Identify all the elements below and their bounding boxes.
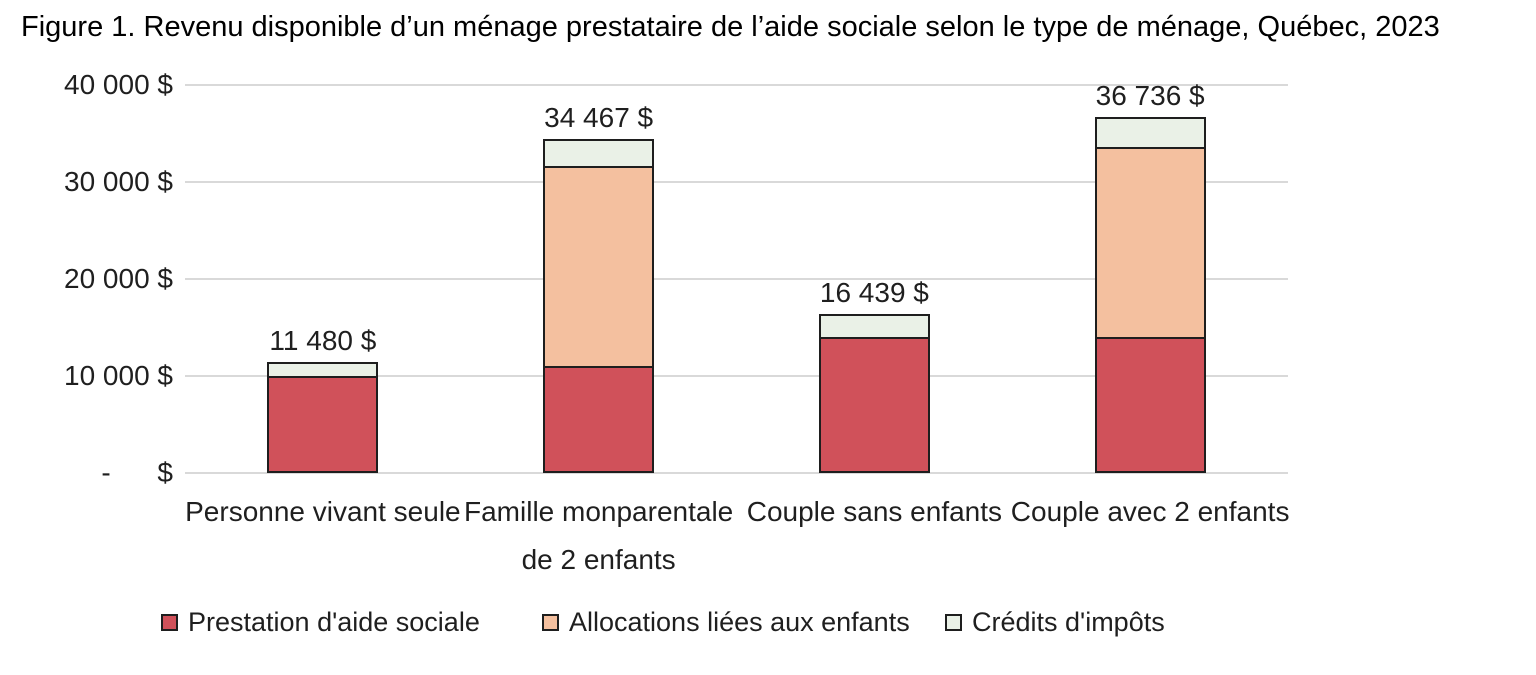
legend-swatch-icon xyxy=(945,613,962,631)
y-axis-tick-label: - $ xyxy=(101,457,173,488)
gridline xyxy=(185,472,1288,474)
chart-title: Figure 1. Revenu disponible d’un ménage … xyxy=(21,11,1440,43)
y-axis-tick-label: 30 000 $ xyxy=(64,166,173,197)
bar-segment xyxy=(543,165,655,368)
bar-total-label: 34 467 $ xyxy=(544,101,654,133)
x-axis-category-label: Personne vivant seule xyxy=(185,496,461,527)
legend-label: Crédits d'impôts xyxy=(972,606,1165,637)
x-axis-category-label: Famille monparentale de 2 enfants xyxy=(464,496,734,575)
y-axis-tick-label: 10 000 $ xyxy=(64,360,173,391)
bar-segment xyxy=(818,313,930,340)
legend-entry: Prestation d'aide sociale xyxy=(161,606,480,637)
bar-total-label: 36 736 $ xyxy=(1095,79,1205,111)
bar-segment xyxy=(267,361,379,378)
bar-segment xyxy=(1094,116,1206,149)
legend-swatch-icon xyxy=(161,613,178,631)
x-axis-category-label: Couple avec 2 enfants xyxy=(1010,496,1290,527)
legend-entry: Crédits d'impôts xyxy=(945,606,1165,637)
bar-total-label: 11 480 $ xyxy=(269,324,377,356)
bar-segment xyxy=(543,138,655,168)
y-axis-tick-label: 40 000 $ xyxy=(64,69,173,100)
x-axis-category-label: Couple sans enfants xyxy=(746,496,1003,527)
legend-label: Allocations liées aux enfants xyxy=(569,606,910,637)
bar-segment xyxy=(543,365,655,473)
gridline xyxy=(185,181,1288,183)
bar-segment xyxy=(1094,337,1206,473)
bar-segment xyxy=(818,337,930,473)
bar-segment xyxy=(1094,146,1206,340)
legend-entry: Allocations liées aux enfants xyxy=(542,606,910,637)
bar-segment xyxy=(267,376,379,473)
legend-swatch-icon xyxy=(542,613,559,631)
y-axis-tick-label: 20 000 $ xyxy=(64,263,173,294)
gridline xyxy=(185,278,1288,280)
gridline xyxy=(185,84,1288,86)
legend-label: Prestation d'aide sociale xyxy=(188,606,480,637)
bar-total-label: 16 439 $ xyxy=(819,276,929,308)
gridline xyxy=(185,375,1288,377)
